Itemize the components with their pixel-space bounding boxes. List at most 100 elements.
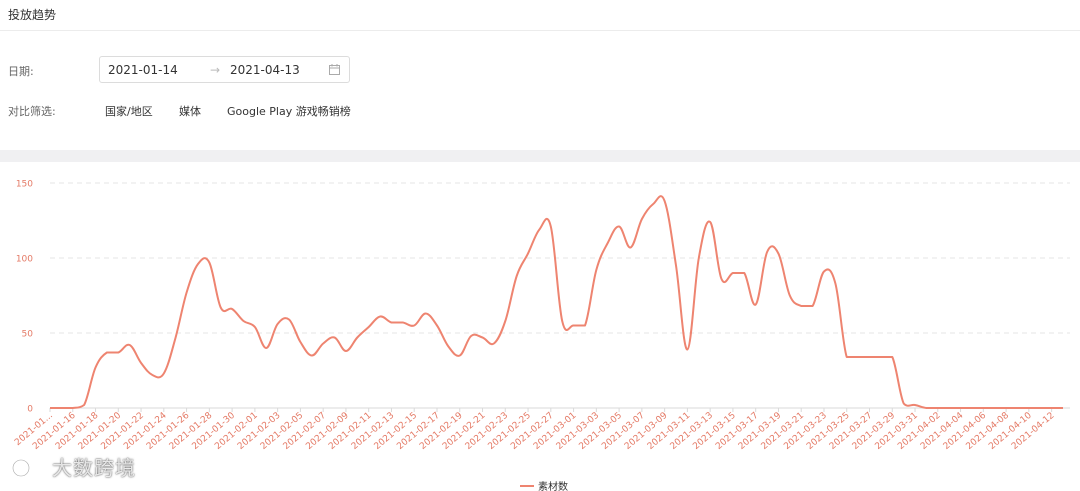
- data-point: [571, 323, 576, 328]
- data-point: [252, 325, 257, 330]
- data-point: [275, 322, 280, 327]
- data-point: [708, 220, 713, 225]
- data-point: [730, 271, 735, 276]
- data-point: [628, 245, 633, 250]
- date-range-picker[interactable]: 2021-01-14 → 2021-04-13: [99, 56, 350, 83]
- data-point: [878, 355, 883, 360]
- data-point: [503, 319, 508, 324]
- data-point: [526, 251, 531, 256]
- filter-media[interactable]: 媒体: [179, 105, 201, 118]
- data-point: [901, 401, 906, 406]
- data-point: [127, 343, 132, 348]
- data-point: [207, 260, 212, 265]
- data-point: [366, 325, 371, 330]
- data-point: [560, 319, 565, 324]
- data-point: [1049, 406, 1054, 411]
- data-point: [810, 304, 815, 309]
- y-tick-label: 50: [22, 330, 34, 340]
- y-tick-label: 150: [16, 180, 33, 190]
- data-point: [1038, 406, 1043, 411]
- calendar-icon[interactable]: [329, 64, 340, 75]
- panel-title: 投放趋势: [8, 8, 57, 22]
- data-point: [82, 403, 87, 408]
- y-tick-label: 100: [16, 255, 33, 265]
- data-point: [309, 353, 314, 358]
- data-point: [924, 406, 929, 411]
- data-point: [856, 355, 861, 360]
- data-point: [583, 323, 588, 328]
- legend-label: 素材数: [538, 480, 568, 491]
- data-point: [298, 340, 303, 345]
- data-point: [594, 268, 599, 273]
- data-point: [400, 320, 405, 325]
- date-label: 日期:: [8, 65, 34, 78]
- data-point: [514, 274, 519, 279]
- filter-google-play-top-grossing[interactable]: Google Play 游戏畅销榜: [227, 105, 351, 118]
- data-point: [480, 335, 485, 340]
- data-point: [93, 365, 98, 370]
- date-start-input[interactable]: 2021-01-14: [108, 63, 178, 77]
- data-point: [1004, 406, 1009, 411]
- data-point: [787, 293, 792, 298]
- data-point: [70, 406, 75, 411]
- watermark-text: 大数跨境: [52, 456, 136, 480]
- data-point: [378, 314, 383, 319]
- data-point: [139, 361, 144, 366]
- data-point: [59, 406, 64, 411]
- data-point: [969, 406, 974, 411]
- data-point: [241, 319, 246, 324]
- data-point: [218, 305, 223, 310]
- data-point: [639, 217, 644, 222]
- data-point: [833, 281, 838, 286]
- title-divider: [0, 30, 1080, 31]
- data-point: [822, 269, 827, 274]
- data-point: [685, 347, 690, 352]
- data-point: [651, 202, 656, 207]
- data-point: [753, 302, 758, 307]
- data-point: [765, 250, 770, 255]
- data-point: [457, 353, 462, 358]
- data-point: [469, 334, 474, 339]
- data-point: [412, 323, 417, 328]
- data-point: [389, 320, 394, 325]
- data-point: [1061, 406, 1066, 411]
- data-point: [617, 224, 622, 229]
- data-point: [435, 323, 440, 328]
- data-point: [867, 355, 872, 360]
- data-point: [674, 263, 679, 268]
- data-point: [719, 277, 724, 282]
- data-point: [184, 290, 189, 295]
- compare-filter-label: 对比筛选:: [8, 105, 56, 118]
- data-point: [890, 355, 895, 360]
- filter-country-region[interactable]: 国家/地区: [105, 105, 153, 118]
- data-point: [935, 406, 940, 411]
- data-point: [116, 350, 121, 355]
- data-point: [992, 406, 997, 411]
- data-point: [913, 403, 918, 408]
- data-point: [173, 337, 178, 342]
- data-point: [605, 241, 610, 246]
- data-point: [1026, 406, 1031, 411]
- data-point: [321, 341, 326, 346]
- data-point: [343, 349, 348, 354]
- watermark-logo-icon: [11, 458, 31, 478]
- data-point: [491, 341, 496, 346]
- data-point: [742, 271, 747, 276]
- data-point: [696, 256, 701, 261]
- data-point: [104, 350, 109, 355]
- data-point: [48, 406, 53, 411]
- data-point: [776, 251, 781, 256]
- data-point: [958, 406, 963, 411]
- data-point: [981, 406, 986, 411]
- y-tick-label: 0: [27, 405, 33, 415]
- data-point: [161, 371, 166, 376]
- date-range-arrow: →: [210, 63, 221, 77]
- data-point: [230, 307, 235, 312]
- data-point: [150, 373, 155, 378]
- data-point: [844, 355, 849, 360]
- data-point: [537, 227, 542, 232]
- data-point: [548, 224, 553, 229]
- data-point: [662, 199, 667, 204]
- date-end-input[interactable]: 2021-04-13: [230, 63, 300, 77]
- data-point: [287, 317, 292, 322]
